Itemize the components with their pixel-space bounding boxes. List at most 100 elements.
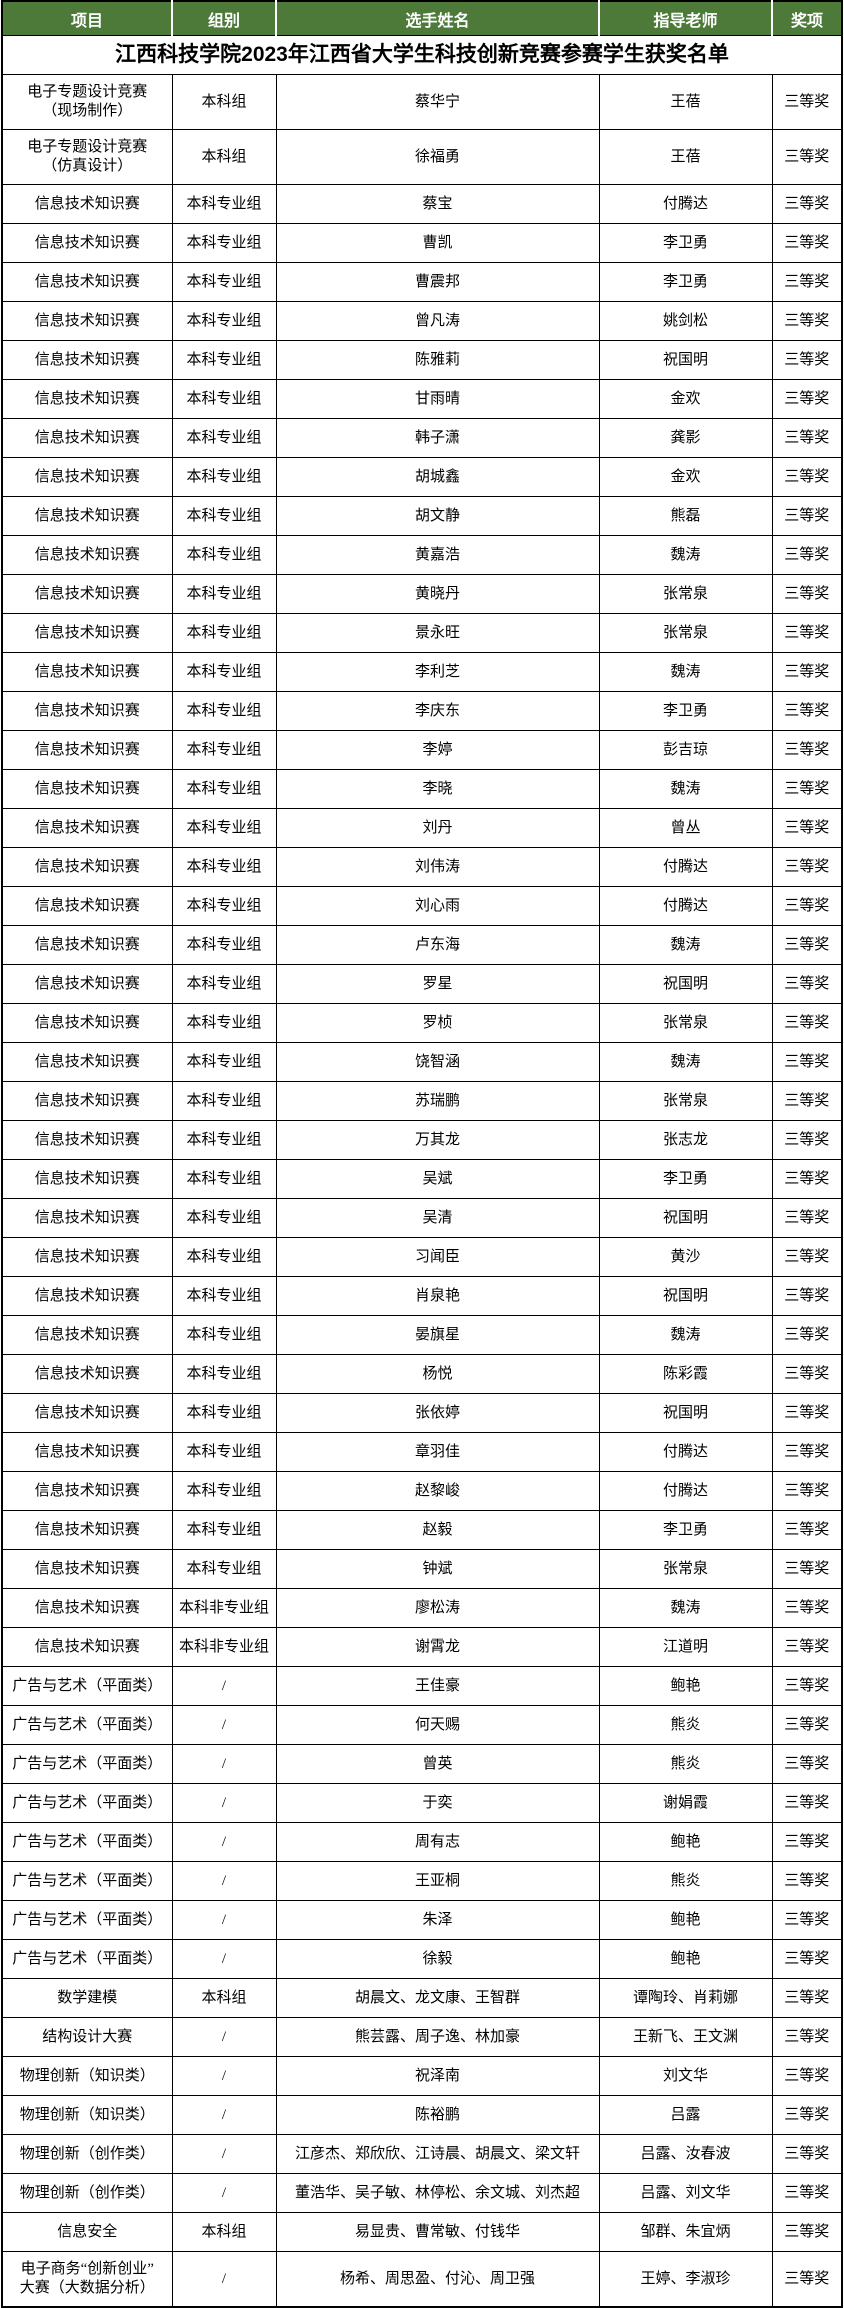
table-row: 信息技术知识赛 本科专业组 李利芝 魏涛 三等奖 — [1, 652, 843, 692]
table-row: 电子专题设计竞赛 （现场制作） 本科组 蔡华宁 王蓓 三等奖 — [1, 74, 843, 130]
cell-project: 信息技术知识赛 — [1, 1510, 173, 1550]
cell-group: / — [171, 2134, 277, 2174]
table-row: 物理创新（知识类） / 祝泽南 刘文华 三等奖 — [1, 2056, 843, 2096]
cell-students: 赵黎峻 — [275, 1471, 600, 1511]
cell-award: 三等奖 — [771, 457, 843, 497]
cell-award: 三等奖 — [771, 652, 843, 692]
cell-award: 三等奖 — [771, 613, 843, 653]
table-row: 信息技术知识赛 本科专业组 罗桢 张常泉 三等奖 — [1, 1003, 843, 1043]
cell-group: 本科组 — [171, 1978, 277, 2018]
table-row: 信息技术知识赛 本科专业组 吴斌 李卫勇 三等奖 — [1, 1159, 843, 1199]
cell-project: 信息技术知识赛 — [1, 925, 173, 965]
cell-award: 三等奖 — [771, 1237, 843, 1277]
cell-teachers: 王蓓 — [598, 129, 773, 185]
table-row: 广告与艺术（平面类） / 王佳豪 鲍艳 三等奖 — [1, 1666, 843, 1706]
table-row: 信息技术知识赛 本科专业组 蔡宝 付腾达 三等奖 — [1, 184, 843, 224]
cell-project: 信息技术知识赛 — [1, 808, 173, 848]
cell-group: / — [171, 1783, 277, 1823]
cell-project: 广告与艺术（平面类） — [1, 1744, 173, 1784]
cell-students: 吴清 — [275, 1198, 600, 1238]
cell-students: 杨悦 — [275, 1354, 600, 1394]
cell-teachers: 魏涛 — [598, 769, 773, 809]
cell-project: 信息技术知识赛 — [1, 496, 173, 536]
cell-teachers: 付腾达 — [598, 1471, 773, 1511]
cell-group: 本科专业组 — [171, 457, 277, 497]
cell-award: 三等奖 — [771, 129, 843, 185]
column-header-students: 选手姓名 — [275, 0, 600, 36]
cell-students: 罗星 — [275, 964, 600, 1004]
cell-students: 周有志 — [275, 1822, 600, 1862]
cell-teachers: 付腾达 — [598, 184, 773, 224]
cell-group: 本科专业组 — [171, 1003, 277, 1043]
table-row: 信息技术知识赛 本科专业组 章羽佳 付腾达 三等奖 — [1, 1432, 843, 1472]
table-row: 信息技术知识赛 本科专业组 杨悦 陈彩霞 三等奖 — [1, 1354, 843, 1394]
cell-teachers: 张常泉 — [598, 1003, 773, 1043]
cell-group: 本科专业组 — [171, 613, 277, 653]
table-row: 信息安全 本科组 易显贵、曹常敏、付钱华 邹群、朱宜炳 三等奖 — [1, 2212, 843, 2252]
cell-group: / — [171, 2173, 277, 2213]
cell-teachers: 江道明 — [598, 1627, 773, 1667]
cell-group: 本科专业组 — [171, 1120, 277, 1160]
cell-students: 王佳豪 — [275, 1666, 600, 1706]
cell-project: 物理创新（知识类） — [1, 2095, 173, 2135]
cell-teachers: 魏涛 — [598, 652, 773, 692]
cell-group: 本科专业组 — [171, 808, 277, 848]
table-row: 电子专题设计竞赛 （仿真设计） 本科组 徐福勇 王蓓 三等奖 — [1, 129, 843, 185]
cell-group: 本科专业组 — [171, 964, 277, 1004]
cell-award: 三等奖 — [771, 301, 843, 341]
cell-teachers: 李卫勇 — [598, 1510, 773, 1550]
cell-award: 三等奖 — [771, 2173, 843, 2213]
cell-award: 三等奖 — [771, 1939, 843, 1979]
cell-project: 信息技术知识赛 — [1, 1198, 173, 1238]
table-row: 信息技术知识赛 本科专业组 张依婷 祝国明 三等奖 — [1, 1393, 843, 1433]
cell-students: 晏旗星 — [275, 1315, 600, 1355]
table-row: 信息技术知识赛 本科非专业组 廖松涛 魏涛 三等奖 — [1, 1588, 843, 1628]
cell-students: 江彦杰、郑欣欣、江诗晨、胡晨文、梁文轩 — [275, 2134, 600, 2174]
cell-project: 信息技术知识赛 — [1, 1315, 173, 1355]
table-row: 广告与艺术（平面类） / 曾英 熊炎 三等奖 — [1, 1744, 843, 1784]
cell-teachers: 陈彩霞 — [598, 1354, 773, 1394]
cell-project: 数学建模 — [1, 1978, 173, 2018]
cell-project: 信息技术知识赛 — [1, 1627, 173, 1667]
cell-teachers: 谢娟霞 — [598, 1783, 773, 1823]
cell-award: 三等奖 — [771, 496, 843, 536]
cell-students: 蔡华宁 — [275, 74, 600, 130]
column-header-teachers: 指导老师 — [598, 0, 773, 36]
cell-teachers: 张常泉 — [598, 1081, 773, 1121]
cell-group: 本科专业组 — [171, 535, 277, 575]
cell-group: 本科专业组 — [171, 1510, 277, 1550]
cell-group: 本科专业组 — [171, 1315, 277, 1355]
cell-group: 本科专业组 — [171, 1549, 277, 1589]
cell-award: 三等奖 — [771, 535, 843, 575]
cell-students: 何天赐 — [275, 1705, 600, 1745]
cell-students: 胡晨文、龙文康、王智群 — [275, 1978, 600, 2018]
cell-students: 景永旺 — [275, 613, 600, 653]
cell-students: 韩子潇 — [275, 418, 600, 458]
cell-students: 李庆东 — [275, 691, 600, 731]
cell-group: 本科专业组 — [171, 1471, 277, 1511]
cell-students: 徐福勇 — [275, 129, 600, 185]
cell-teachers: 祝国明 — [598, 340, 773, 380]
cell-project: 信息技术知识赛 — [1, 262, 173, 302]
cell-group: 本科专业组 — [171, 1432, 277, 1472]
cell-project: 信息技术知识赛 — [1, 340, 173, 380]
cell-students: 饶智涵 — [275, 1042, 600, 1082]
table-row: 信息技术知识赛 本科专业组 李庆东 李卫勇 三等奖 — [1, 691, 843, 731]
cell-teachers: 付腾达 — [598, 1432, 773, 1472]
cell-group: 本科专业组 — [171, 184, 277, 224]
cell-group: / — [171, 1900, 277, 1940]
cell-award: 三等奖 — [771, 2056, 843, 2096]
cell-teachers: 付腾达 — [598, 847, 773, 887]
table-row: 信息技术知识赛 本科专业组 卢东海 魏涛 三等奖 — [1, 925, 843, 965]
cell-project: 信息技术知识赛 — [1, 418, 173, 458]
cell-students: 钟斌 — [275, 1549, 600, 1589]
cell-award: 三等奖 — [771, 1783, 843, 1823]
cell-group: 本科专业组 — [171, 1393, 277, 1433]
cell-teachers: 李卫勇 — [598, 262, 773, 302]
cell-group: 本科专业组 — [171, 379, 277, 419]
cell-group: 本科专业组 — [171, 847, 277, 887]
cell-award: 三等奖 — [771, 1198, 843, 1238]
cell-students: 吴斌 — [275, 1159, 600, 1199]
cell-group: 本科非专业组 — [171, 1588, 277, 1628]
